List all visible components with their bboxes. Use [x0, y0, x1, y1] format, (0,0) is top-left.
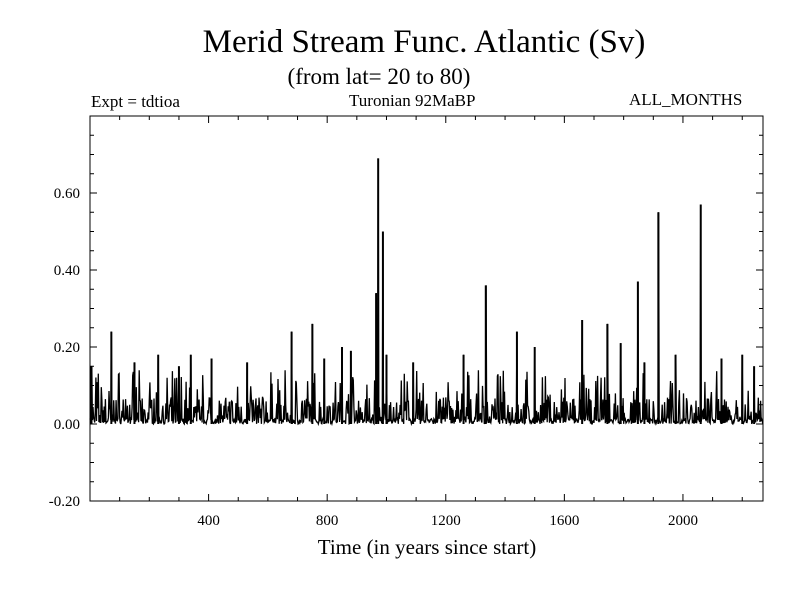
- y-tick-label: 0.60: [54, 186, 80, 202]
- plot-frame: [89, 115, 764, 502]
- experiment-label: Expt = tdtioa: [91, 92, 180, 111]
- x-tick-label: 400: [197, 513, 220, 529]
- axis-layer: 400 800 1200 1600 2000 -0.20 0.00 0.20 0.40 0.60: [49, 115, 764, 529]
- months-label: ALL_MONTHS: [629, 90, 743, 109]
- chart-subtitle: (from lat= 20 to 80): [287, 64, 471, 89]
- series-line: [89, 158, 764, 427]
- y-tick-label: 0.40: [54, 263, 80, 279]
- chart-title: Merid Stream Func. Atlantic (Sv): [202, 24, 646, 60]
- y-tick-label: -0.20: [49, 494, 80, 510]
- series-layer: [89, 158, 764, 427]
- y-tick-label: 0.20: [54, 340, 80, 356]
- x-tick-label: 2000: [668, 513, 698, 529]
- x-tick-label: 800: [316, 513, 339, 529]
- x-axis-label: Time (in years since start): [317, 535, 537, 559]
- y-tick-label: 0.00: [54, 417, 80, 433]
- x-tick-label: 1600: [549, 513, 579, 529]
- x-tick-label: 1200: [431, 513, 461, 529]
- period-label: Turonian 92MaBP: [349, 91, 476, 110]
